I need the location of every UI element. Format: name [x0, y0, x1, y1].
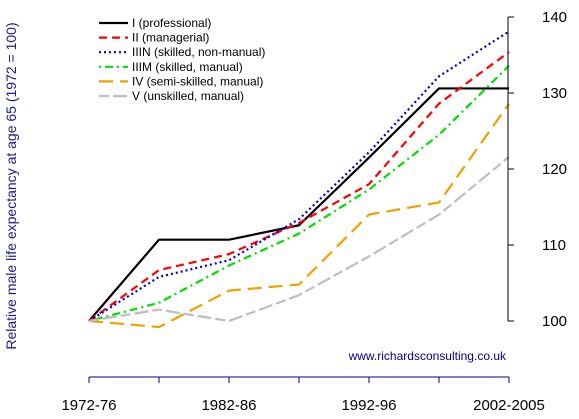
y-axis-label: Relative male life expectancy at age 65 …	[3, 22, 19, 349]
legend-label: IIIN (skilled, non-manual)	[132, 45, 265, 59]
y-axis: 100 110 120 130 140	[507, 9, 567, 330]
y-tick-label: 100	[542, 313, 567, 330]
legend-label: II (managerial)	[132, 31, 209, 45]
series-line-5	[88, 155, 510, 323]
y-tick-label: 110	[542, 237, 566, 254]
series-line-1	[88, 51, 510, 322]
legend-label: I (professional)	[132, 16, 211, 30]
plot-lines	[88, 30, 510, 329]
series-line-2	[88, 30, 510, 322]
x-axis: 1972-76 1982-86 1992-96 2002-2005	[61, 376, 545, 414]
x-tick-label: 1972-76	[61, 397, 116, 414]
y-tick-label: 120	[542, 161, 567, 178]
legend-label: V (unskilled, manual)	[132, 89, 244, 103]
legend: I (professional)II (managerial)IIIN (ski…	[99, 16, 265, 103]
series-line-3	[88, 64, 510, 323]
x-tick-label: 2002-2005	[473, 397, 545, 414]
series-line-4	[88, 103, 510, 329]
y-tick-label: 130	[542, 85, 567, 102]
x-tick-label: 1992-96	[341, 397, 396, 414]
x-tick-label: 1982-86	[201, 397, 256, 414]
legend-label: IV (semi-skilled, manual)	[132, 74, 263, 88]
series-line-0	[88, 87, 509, 322]
y-tick-label: 140	[542, 9, 567, 26]
credit-text: www.richardsconsulting.co.uk	[348, 349, 507, 363]
legend-label: IIIM (skilled, manual)	[132, 60, 243, 74]
